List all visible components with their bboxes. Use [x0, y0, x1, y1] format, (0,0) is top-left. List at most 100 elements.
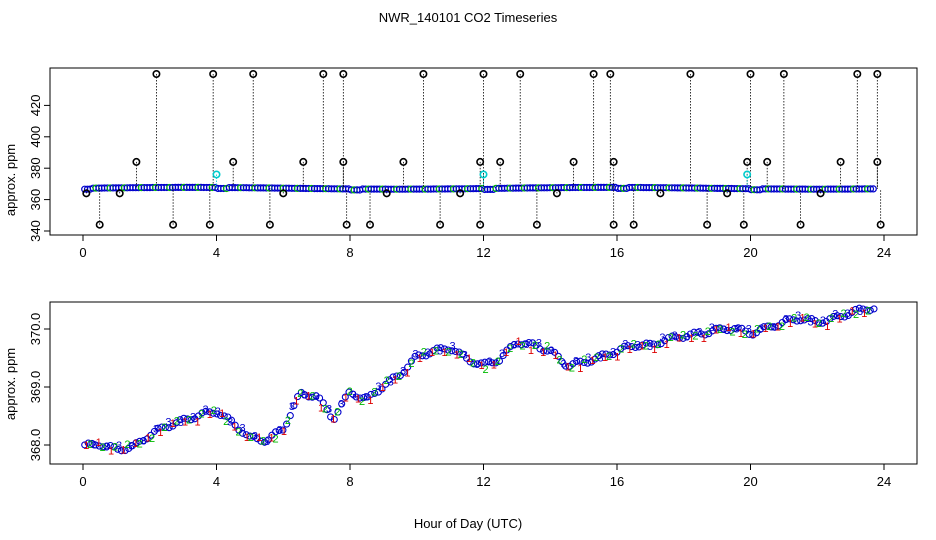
bottom-trace-point [540, 347, 548, 355]
bottom-series-2-point: 2 [458, 349, 464, 361]
bottom-series-2-point: 2 [643, 341, 649, 353]
bottom-series-2-point: 2 [569, 363, 575, 375]
bottom-trace-point [631, 343, 639, 352]
bottom-series-1-point: 1 [281, 426, 287, 438]
bottom-trace-point [473, 360, 482, 368]
bottom-series-1-point: 1 [553, 350, 559, 362]
top-flag-point [552, 189, 561, 198]
top-x-tick-label: 0 [79, 245, 86, 260]
bottom-trace-point [598, 350, 606, 358]
bottom-series-2-point: 2 [285, 415, 291, 427]
bottom-trace-point [330, 415, 338, 424]
bottom-series-1-point: 1 [491, 360, 497, 372]
bottom-series-3-point: 3 [783, 314, 789, 326]
bottom-series-1-point: 1 [231, 422, 237, 434]
top-flag-point [609, 220, 618, 229]
bottom-series-1-point: 1 [725, 322, 731, 334]
bottom-series-1-point: 1 [602, 352, 608, 364]
bottom-series-3-point: 3 [635, 339, 641, 351]
top-x-tick-label: 24 [877, 245, 891, 260]
bottom-series-3-point: 3 [314, 391, 320, 403]
bottom-series-1-point: 1 [380, 382, 386, 394]
bottom-trace-point [246, 432, 254, 440]
bottom-series-1-point: 1 [256, 432, 262, 444]
bottom-trace-point [837, 313, 845, 321]
bottom-trace-point [855, 304, 863, 312]
bottom-series-1-point: 1 [392, 375, 398, 387]
bottom-series-2-point: 2 [828, 313, 834, 325]
top-flag-point [739, 220, 748, 229]
bottom-trace-point [639, 341, 647, 349]
bottom-trace-point [308, 393, 316, 401]
bottom-series-3-point: 3 [141, 435, 147, 447]
bottom-trace-point [448, 347, 456, 355]
bottom-series-3-point: 3 [363, 392, 369, 404]
bottom-trace-point [180, 414, 188, 422]
bottom-series-2-point: 2 [766, 321, 772, 333]
bottom-series-1-point: 1 [837, 313, 843, 325]
bottom-series-1-point: 1 [614, 352, 620, 364]
bottom-series-2-point: 2 [445, 346, 451, 358]
bottom-y-tick-label: 368.0 [28, 429, 43, 462]
bottom-series-1-point: 1 [590, 355, 596, 367]
bottom-trace-point [488, 359, 496, 367]
bottom-trace-point [499, 351, 507, 360]
bottom-trace-point [492, 359, 500, 367]
top-flag-point [265, 220, 274, 229]
bottom-trace-point [411, 352, 419, 360]
bottom-trace-point [183, 415, 192, 423]
bottom-trace-point [440, 345, 449, 353]
bottom-trace-point [216, 411, 225, 420]
top-flag-point [606, 70, 615, 79]
bottom-trace-point [763, 322, 772, 330]
top-flag-point [532, 220, 541, 229]
bottom-trace-point [345, 388, 353, 396]
bottom-trace-point [808, 315, 816, 323]
bottom-trace-point [198, 409, 206, 417]
bottom-trace-point [506, 342, 515, 351]
bottom-trace-point [99, 443, 107, 451]
bottom-trace-point [517, 341, 526, 349]
bottom-trace-point [213, 410, 221, 418]
bottom-trace-point [584, 359, 592, 367]
bottom-trace-point [782, 316, 790, 324]
bottom-trace-point [220, 412, 228, 420]
bottom-series-3-point: 3 [153, 424, 159, 436]
bottom-trace-point [811, 317, 819, 325]
bottom-series-1-point: 1 [429, 347, 435, 359]
top-flag-point [279, 189, 288, 198]
bottom-series-3-point: 3 [128, 440, 134, 452]
top-flag-point [479, 70, 488, 79]
bottom-trace-point [231, 421, 239, 429]
bottom-series-1-point: 1 [577, 363, 583, 375]
bottom-series-2-point: 2 [310, 391, 316, 403]
bottom-series-1-point: 1 [688, 333, 694, 345]
top-flag-point [746, 70, 755, 79]
bottom-series-1-point: 1 [194, 416, 200, 428]
bottom-series-2-point: 2 [754, 323, 760, 335]
bottom-trace-point [554, 352, 562, 360]
bottom-trace-point [422, 352, 430, 360]
bottom-series-2-point: 2 [347, 386, 353, 398]
bottom-series-3-point: 3 [277, 425, 283, 437]
bottom-series-2-point: 2 [248, 432, 254, 444]
bottom-series-2-point: 2 [322, 404, 328, 416]
figure-title: NWR_140101 CO2 Timeseries [379, 10, 558, 25]
bottom-trace-point [819, 319, 827, 327]
bottom-series-3-point: 3 [709, 322, 715, 334]
bottom-series-3-point: 3 [239, 423, 245, 435]
bottom-series-2-point: 2 [594, 352, 600, 364]
bottom-trace-point [158, 423, 166, 431]
bottom-series-2-point: 2 [186, 415, 192, 427]
bottom-trace-point [165, 424, 173, 432]
top-x-axis: 0 4 8 12 16 20 24 [79, 234, 891, 260]
bottom-trace-point [694, 328, 702, 337]
bottom-trace-point [415, 351, 423, 359]
bottom-series-3-point: 3 [462, 350, 468, 362]
bottom-ylabel: approx. ppm [3, 348, 18, 420]
bottom-series-2-point: 2 [433, 346, 439, 358]
bottom-trace-point [356, 394, 364, 402]
bottom-trace-point [459, 350, 467, 358]
top-flag-point [419, 70, 428, 79]
bottom-trace-point [92, 441, 100, 449]
